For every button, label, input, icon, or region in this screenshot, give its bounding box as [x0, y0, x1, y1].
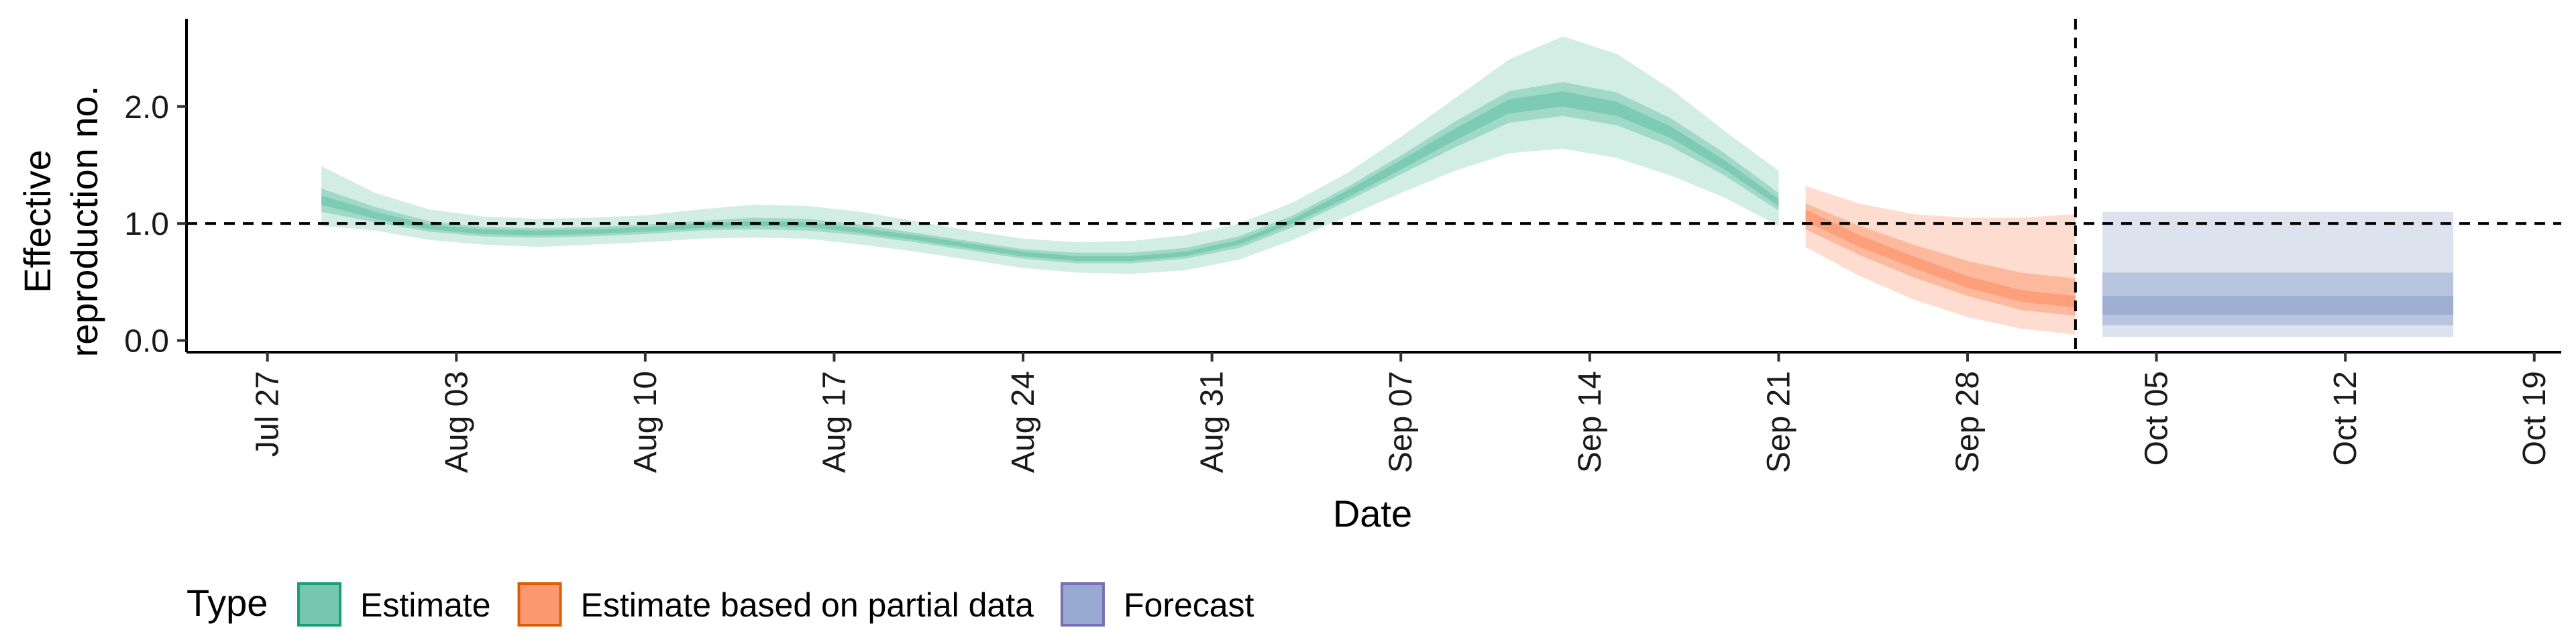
- legend-swatch-estimate-based-on-partial-data: [517, 582, 562, 627]
- y-tick-label: 2.0: [124, 90, 169, 125]
- x-tick-label: Aug 03: [439, 371, 474, 473]
- y-tick-label: 0.0: [124, 324, 169, 360]
- band-layer: [321, 36, 2454, 337]
- x-tick-label: Sep 21: [1761, 371, 1796, 473]
- y-axis-title-line2: reproduction no.: [63, 86, 105, 358]
- y-tick-label: 1.0: [124, 207, 169, 242]
- x-tick-label: Sep 28: [1950, 371, 1986, 473]
- x-tick-label: Oct 05: [2139, 371, 2175, 466]
- forecast-band-i20: [2102, 296, 2454, 315]
- axes: 0.0 1.0 2.0 Jul 27 Aug 03 Aug 10 Aug 17 Aug 24 A…: [124, 19, 2561, 473]
- reference-lines: [186, 19, 2561, 352]
- x-tick-label: Jul 27: [250, 371, 286, 457]
- estimate-band-i50: [321, 82, 1779, 264]
- x-tick-label: Sep 07: [1383, 371, 1419, 473]
- x-tick-label: Sep 14: [1572, 371, 1608, 473]
- legend-label-estimate: Estimate: [360, 586, 491, 624]
- x-tick-label: Aug 10: [628, 371, 663, 473]
- legend: Type Estimate Estimate based on partial d…: [186, 582, 1254, 627]
- legend-title: Type: [186, 582, 268, 624]
- x-axis-title: Date: [1333, 492, 1412, 535]
- estimate-based-on-partial-data-band-i20: [1805, 209, 2076, 308]
- estimate-band-i90: [321, 36, 1779, 274]
- x-tick-label: Oct 19: [2517, 371, 2553, 466]
- x-tick-label: Aug 17: [817, 371, 853, 473]
- legend-label-forecast: Forecast: [1124, 586, 1254, 624]
- x-tick-label: Aug 24: [1006, 371, 1041, 473]
- x-tick-label: Aug 31: [1195, 371, 1230, 473]
- legend-swatch-forecast: [1060, 582, 1105, 627]
- legend-swatch-estimate: [297, 582, 341, 627]
- x-tick-label: Oct 12: [2328, 371, 2363, 466]
- y-axis-title-line1: Effective: [16, 150, 58, 293]
- legend-label-estimate-based-on-partial-data: Estimate based on partial data: [581, 586, 1034, 624]
